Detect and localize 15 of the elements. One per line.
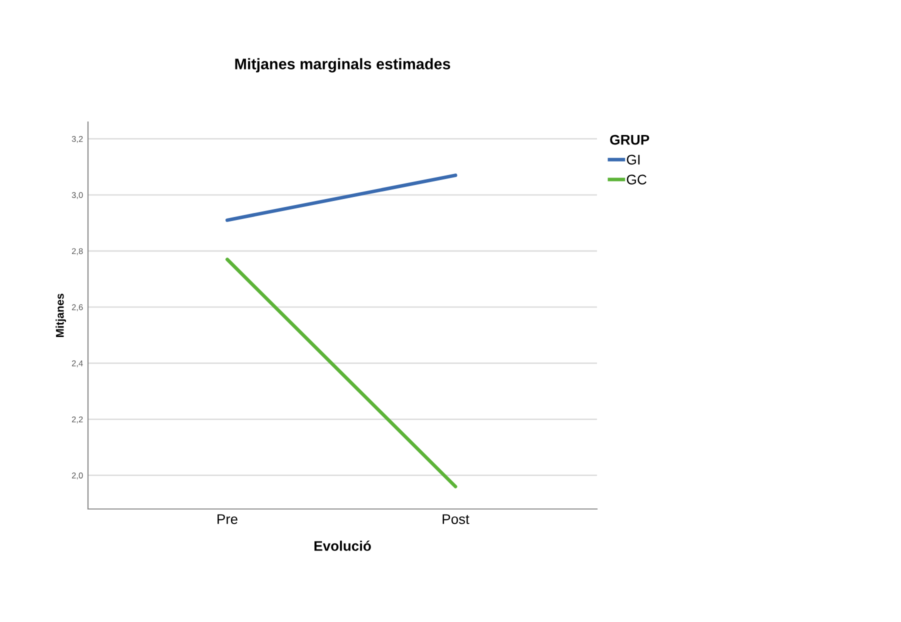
- legend-label: GI: [626, 154, 640, 165]
- y-tick-label: 2,8: [72, 248, 83, 256]
- y-tick-label: 3,0: [72, 192, 83, 199]
- y-tick-label: 2,0: [72, 472, 83, 480]
- legend-title: GRUP: [610, 134, 650, 145]
- x-tick-label: Pre: [218, 514, 238, 524]
- y-tick-label: 2,6: [72, 304, 83, 312]
- x-tick-label: Post: [442, 514, 470, 524]
- y-tick-label: 2,2: [72, 416, 83, 424]
- chart-title: Mitjanes marginals estimades: [235, 58, 450, 72]
- y-tick-label: 3,2: [72, 136, 83, 143]
- y-tick-label: 2,4: [72, 360, 83, 368]
- x-axis-title: Evolució: [314, 540, 371, 551]
- y-axis-title: Mitjanes: [56, 294, 66, 337]
- legend-label: GC: [626, 174, 646, 184]
